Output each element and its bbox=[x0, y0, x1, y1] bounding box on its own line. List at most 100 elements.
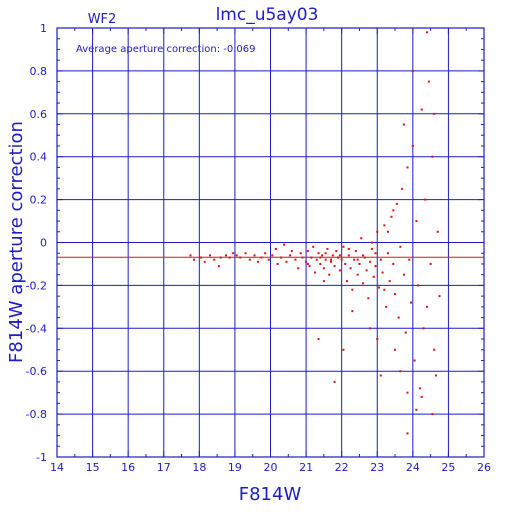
data-point bbox=[370, 241, 373, 244]
data-point bbox=[351, 310, 354, 313]
data-point bbox=[322, 280, 325, 283]
data-point bbox=[337, 256, 340, 259]
data-point bbox=[434, 374, 437, 377]
data-point bbox=[290, 250, 293, 253]
data-point bbox=[360, 237, 363, 240]
data-point bbox=[333, 265, 336, 268]
data-point bbox=[399, 245, 402, 248]
data-point bbox=[426, 305, 429, 308]
data-point bbox=[260, 256, 263, 259]
data-point bbox=[369, 327, 372, 330]
data-point bbox=[369, 260, 372, 263]
data-point bbox=[363, 256, 366, 259]
y-tick-label-0.8: 0.8 bbox=[30, 65, 48, 78]
y-axis-title: F814W aperture correction bbox=[6, 121, 27, 363]
data-point bbox=[394, 348, 397, 351]
data-point bbox=[415, 408, 418, 411]
x-tick-label-21: 21 bbox=[299, 461, 313, 474]
data-point bbox=[329, 260, 332, 263]
data-point bbox=[301, 256, 304, 259]
data-point bbox=[267, 258, 270, 261]
data-point bbox=[324, 258, 327, 261]
data-point bbox=[340, 258, 343, 261]
data-point bbox=[378, 286, 381, 289]
data-point bbox=[397, 316, 400, 319]
data-point bbox=[358, 262, 361, 265]
data-point bbox=[280, 256, 283, 259]
data-point bbox=[338, 254, 341, 257]
data-point bbox=[326, 247, 329, 250]
data-point bbox=[392, 209, 395, 212]
chart-title: lmc_u5ay03 bbox=[216, 5, 319, 25]
data-point bbox=[203, 260, 206, 263]
data-point bbox=[390, 215, 393, 218]
data-point bbox=[408, 258, 411, 261]
data-point bbox=[283, 243, 286, 246]
data-point bbox=[381, 271, 384, 274]
data-point bbox=[329, 258, 332, 261]
data-point bbox=[374, 265, 377, 268]
data-point bbox=[406, 391, 409, 394]
data-point bbox=[376, 230, 379, 233]
data-point bbox=[370, 247, 373, 250]
data-point bbox=[436, 230, 439, 233]
data-point bbox=[257, 260, 260, 263]
data-point bbox=[317, 338, 320, 341]
data-point bbox=[349, 267, 352, 270]
data-point bbox=[362, 254, 365, 257]
data-point bbox=[402, 123, 405, 126]
data-point bbox=[338, 269, 341, 272]
data-point bbox=[410, 301, 413, 304]
data-point bbox=[362, 282, 365, 285]
data-point bbox=[344, 262, 347, 265]
data-point bbox=[271, 254, 274, 257]
data-point bbox=[418, 387, 421, 390]
data-point bbox=[200, 256, 203, 259]
y-tick-labels: -1 -0.8 -0.6 -0.4 -0.2 0 0.2 0.4 0.6 0.8 1 bbox=[26, 22, 47, 464]
data-point bbox=[395, 202, 398, 205]
data-point bbox=[276, 262, 279, 265]
data-point bbox=[411, 69, 414, 72]
data-point bbox=[413, 359, 416, 362]
data-point bbox=[219, 256, 222, 259]
data-point bbox=[253, 254, 256, 257]
y-tick-label-0: 0 bbox=[40, 237, 47, 250]
data-point bbox=[429, 262, 432, 265]
data-point bbox=[342, 348, 345, 351]
data-point bbox=[347, 254, 350, 257]
average-annotation: Average aperture correction: -0.069 bbox=[76, 44, 256, 55]
data-point bbox=[248, 258, 251, 261]
data-point bbox=[322, 267, 325, 270]
data-point bbox=[239, 256, 242, 259]
data-point bbox=[367, 297, 370, 300]
data-point bbox=[225, 254, 228, 257]
data-point bbox=[319, 262, 322, 265]
data-point bbox=[310, 256, 313, 259]
data-point bbox=[331, 254, 334, 257]
data-point bbox=[351, 288, 354, 291]
data-point bbox=[433, 112, 436, 115]
data-point bbox=[192, 258, 195, 261]
y-tick-label-0.4: 0.4 bbox=[30, 151, 48, 164]
data-point bbox=[306, 250, 309, 253]
data-point bbox=[383, 224, 386, 227]
y-tick-label-0.2: 0.2 bbox=[30, 194, 48, 207]
data-point bbox=[394, 292, 397, 295]
y-tick-label-0.6: 0.6 bbox=[30, 108, 48, 121]
data-point bbox=[353, 258, 356, 261]
data-point bbox=[315, 258, 318, 261]
data-point bbox=[422, 327, 425, 330]
data-point bbox=[297, 267, 300, 270]
x-tick-label-14: 14 bbox=[50, 461, 64, 474]
data-point bbox=[376, 338, 379, 341]
data-point bbox=[372, 275, 375, 278]
data-point bbox=[289, 254, 292, 257]
data-point bbox=[356, 273, 359, 276]
data-point bbox=[431, 413, 434, 416]
data-point bbox=[313, 271, 316, 274]
data-point bbox=[365, 269, 368, 272]
x-tick-label-17: 17 bbox=[157, 461, 171, 474]
data-point bbox=[306, 262, 309, 265]
y-tick-label--1: -1 bbox=[36, 451, 47, 464]
data-point bbox=[335, 250, 338, 253]
